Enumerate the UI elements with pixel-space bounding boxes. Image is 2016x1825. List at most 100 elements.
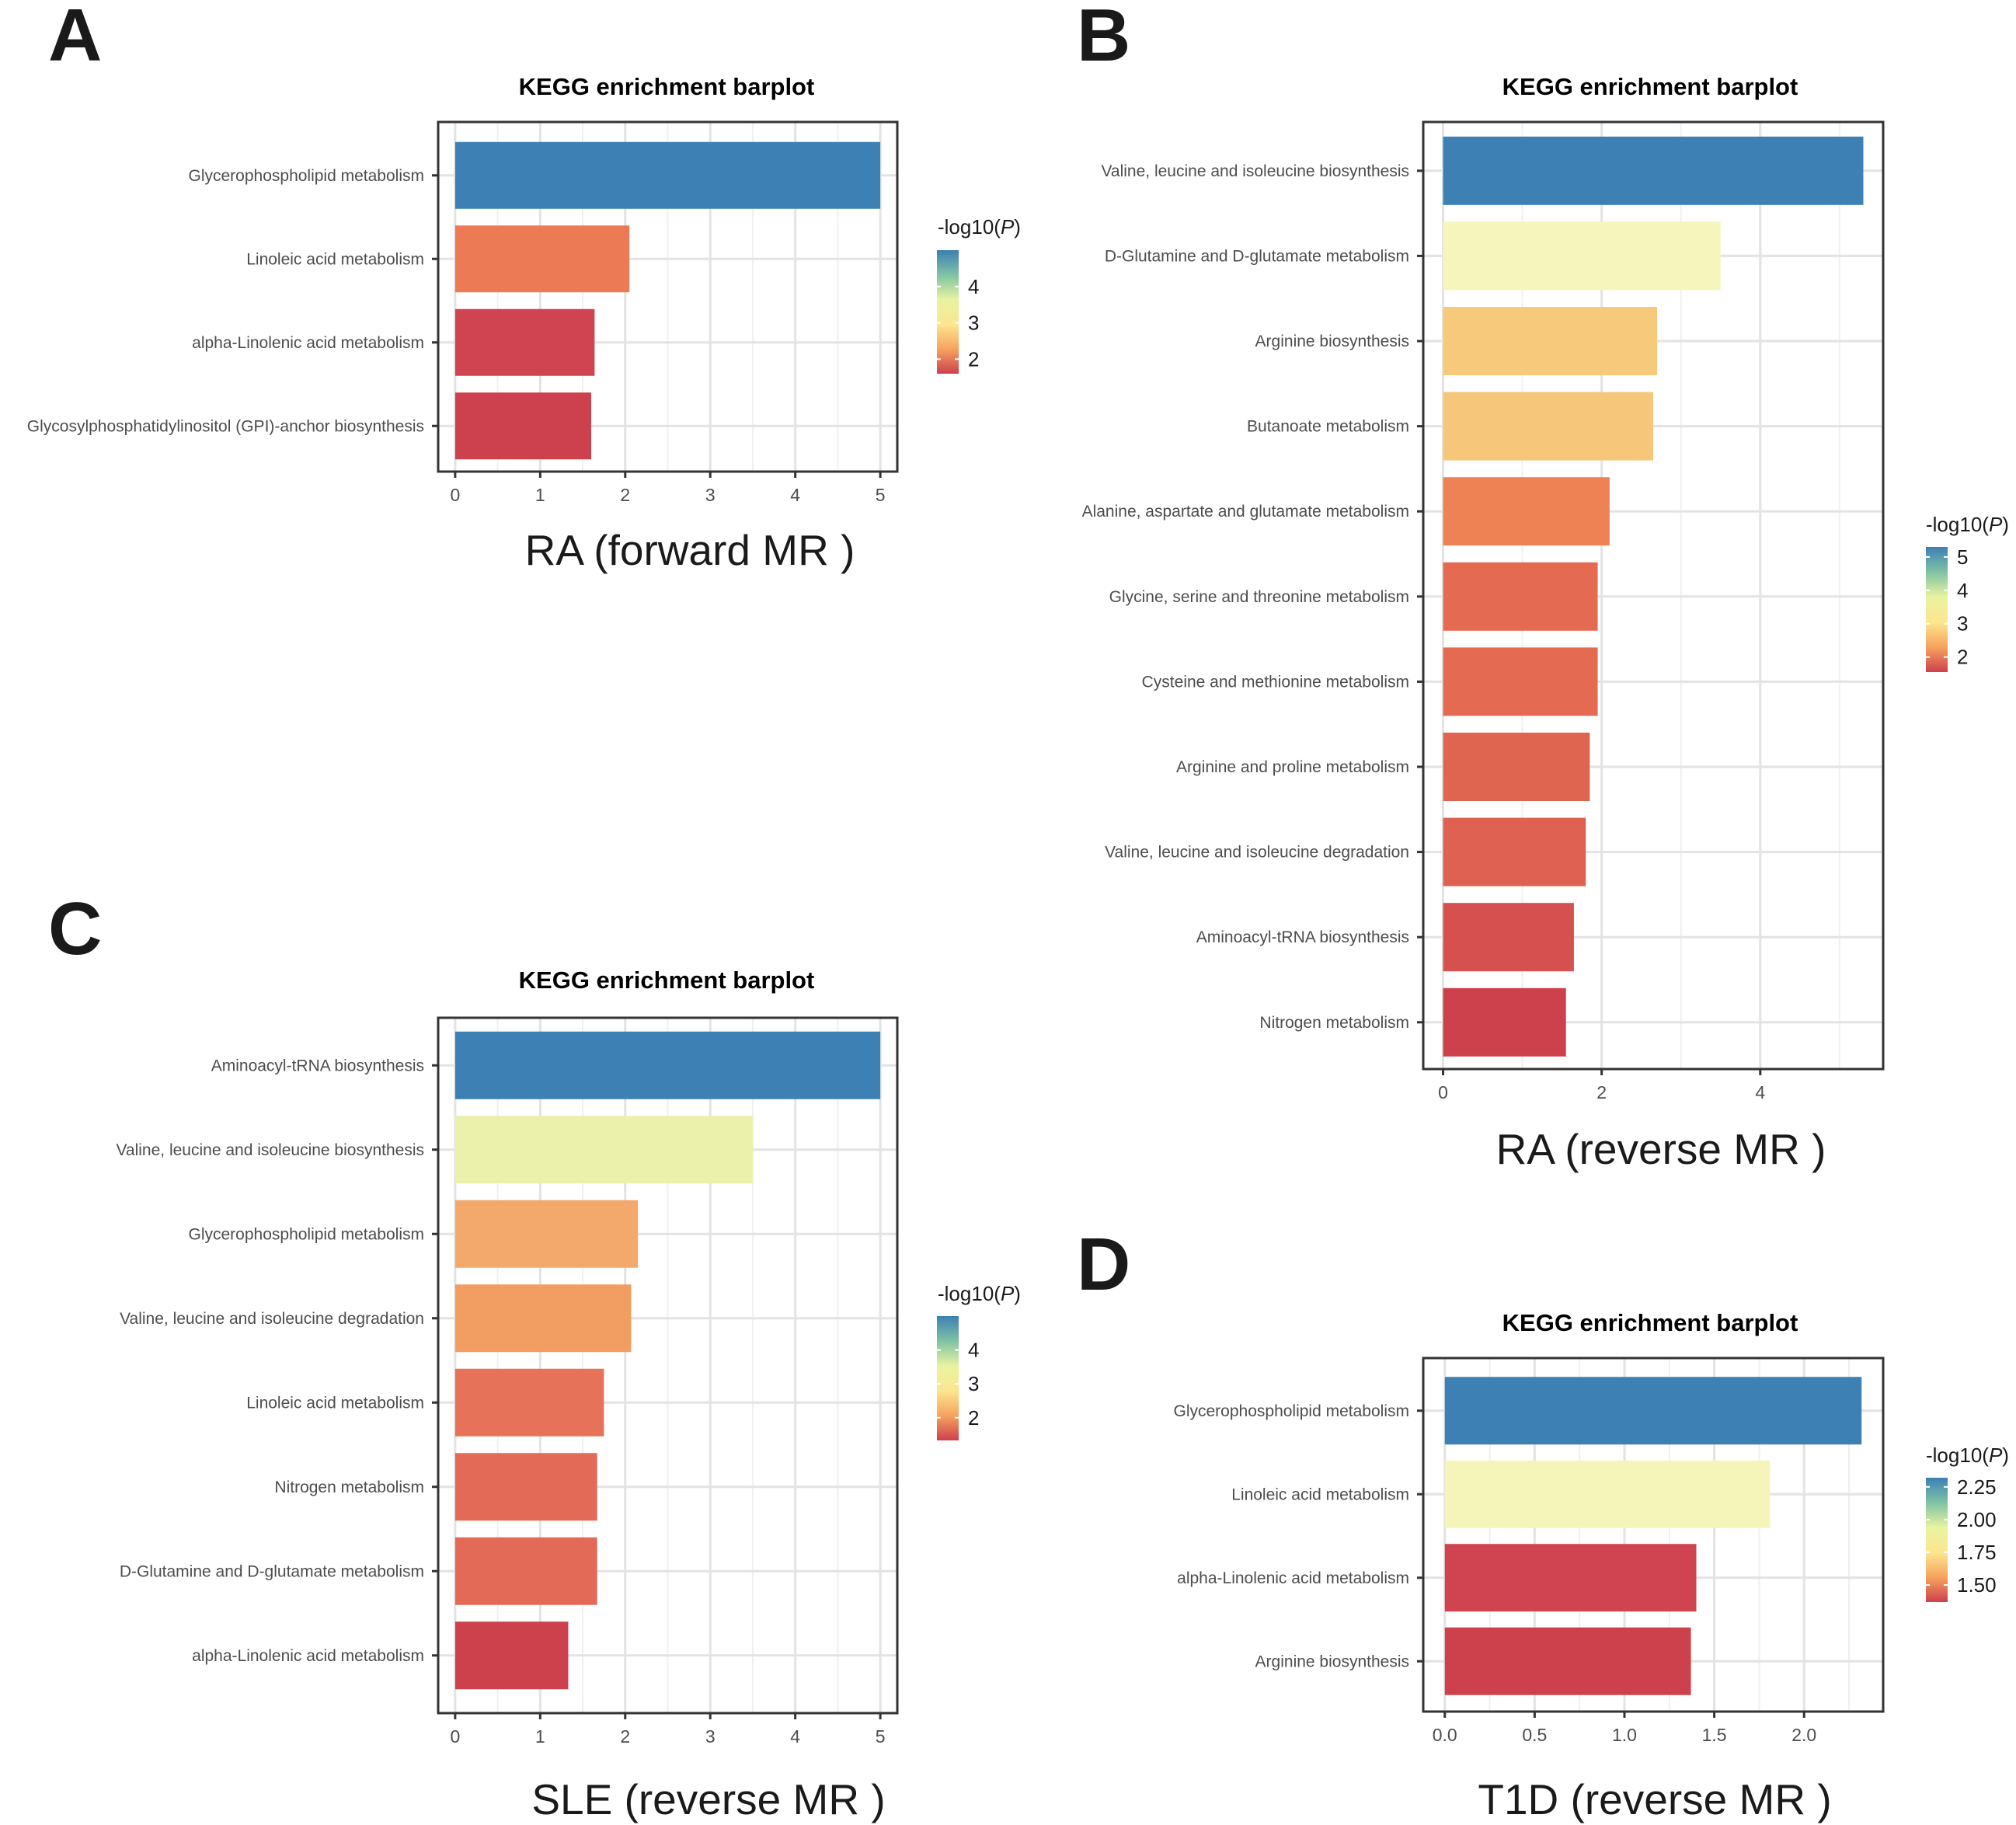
x-tick-label: 4 xyxy=(790,1726,800,1747)
x-axis-label: RA (reverse MR ) xyxy=(1496,1125,1826,1173)
bar xyxy=(454,1200,639,1268)
bar xyxy=(1443,987,1566,1057)
legend-title-suffix: ) xyxy=(2002,513,2009,536)
category-label: Arginine biosynthesis xyxy=(1255,333,1409,350)
x-tick-label: 0.0 xyxy=(1433,1725,1457,1745)
panel-letter: D xyxy=(1077,1223,1130,1306)
x-tick-label: 0 xyxy=(450,485,460,505)
x-tick-label: 2.0 xyxy=(1791,1725,1816,1745)
legend-title-suffix: ) xyxy=(1014,215,1021,239)
category-label: D-Glutamine and D-glutamate metabolism xyxy=(1105,247,1409,265)
x-tick-label: 1.0 xyxy=(1612,1725,1637,1745)
x-tick-label: 3 xyxy=(705,1726,716,1747)
category-label: Valine, leucine and isoleucine degradati… xyxy=(1105,844,1409,862)
category-label: Glycerophospholipid metabolism xyxy=(1174,1402,1410,1420)
chart-title: KEGG enrichment barplot xyxy=(1502,1309,1798,1336)
category-label: Linoleic acid metabolism xyxy=(246,1394,424,1412)
bar xyxy=(1443,392,1653,461)
bar xyxy=(454,308,595,376)
bar xyxy=(454,1368,604,1437)
bar xyxy=(1444,1377,1862,1445)
x-axis-label: SLE (reverse MR ) xyxy=(531,1775,885,1823)
panel-letter: A xyxy=(48,0,102,77)
legend-title-prefix: -log10( xyxy=(1926,513,1989,536)
color-legend: -log10(P) 4 3 2 xyxy=(937,215,1021,374)
category-label: Aminoacyl-tRNA biosynthesis xyxy=(211,1057,424,1074)
legend-tick-label: 1.75 xyxy=(1957,1541,1997,1564)
legend-title: -log10(P) xyxy=(1926,513,2009,536)
legend-tick-label: 4 xyxy=(1957,579,1968,602)
color-legend: -log10(P)2.252.001.751.50 xyxy=(1926,1444,2009,1602)
legend-colorbar xyxy=(1926,1478,1948,1602)
category-label: D-Glutamine and D-glutamate metabolism xyxy=(120,1562,424,1580)
category-label: Butanoate metabolism xyxy=(1247,418,1409,436)
chart-title: KEGG enrichment barplot xyxy=(519,73,815,100)
category-label: Arginine biosynthesis xyxy=(1255,1653,1409,1670)
bar xyxy=(454,1453,597,1521)
legend-title: -log10(P) xyxy=(938,215,1021,239)
color-legend: -log10(P) 4 3 2 xyxy=(937,1282,1021,1440)
legend-tick-label: 3 xyxy=(1957,612,1968,636)
category-label: Glycosylphosphatidylinositol (GPI)-ancho… xyxy=(27,417,424,435)
legend-title-italic: P xyxy=(1989,1444,2003,1467)
x-tick-label: 2 xyxy=(1596,1082,1607,1102)
bar xyxy=(1443,817,1586,886)
category-label: Linoleic acid metabolism xyxy=(1231,1485,1409,1503)
legend-title-suffix: ) xyxy=(2002,1444,2009,1467)
legend-tick-label: 2 xyxy=(968,347,979,371)
x-tick-label: 3 xyxy=(705,485,716,505)
x-tick-label: 2 xyxy=(620,1726,630,1747)
panel-border xyxy=(437,120,899,473)
x-axis-label: T1D (reverse MR ) xyxy=(1478,1775,1831,1823)
bar xyxy=(454,1537,597,1605)
category-label: Glycine, serine and threonine metabolism xyxy=(1109,588,1409,606)
panel-border xyxy=(1422,1357,1885,1713)
legend-tick-label: 3 xyxy=(968,1372,979,1395)
legend-title-prefix: -log10( xyxy=(1926,1444,1989,1467)
category-label: Glycerophospholipid metabolism xyxy=(189,1225,425,1243)
x-tick-label: 1 xyxy=(535,1726,545,1747)
panel-d: D KEGG enrichment barplot Glycerophospholi… xyxy=(1077,1223,2009,1823)
legend-tick-label: 4 xyxy=(968,275,979,298)
bar xyxy=(1443,733,1590,801)
category-label: Glycerophospholipid metabolism xyxy=(189,167,425,185)
legend-tick-label: 2 xyxy=(1957,646,1968,669)
legend-tick-label: 4 xyxy=(968,1339,979,1362)
category-label: Alanine, aspartate and glutamate metabol… xyxy=(1082,503,1409,521)
category-label: Nitrogen metabolism xyxy=(274,1478,424,1496)
category-label: alpha-Linolenic acid metabolism xyxy=(192,334,424,352)
bar xyxy=(454,1031,881,1099)
color-legend: -log10(P) 5 4 3 2 xyxy=(1926,513,2009,672)
panel-border xyxy=(437,1016,899,1715)
x-tick-label: 5 xyxy=(876,485,886,505)
x-tick-label: 4 xyxy=(1755,1082,1765,1102)
bar xyxy=(454,225,630,293)
category-label: Linoleic acid metabolism xyxy=(246,250,424,268)
bar xyxy=(1444,1627,1691,1695)
x-tick-label: 2 xyxy=(620,485,630,505)
bar xyxy=(1443,221,1721,291)
x-tick-label: 4 xyxy=(790,485,800,505)
category-label: Valine, leucine and isoleucine biosynthe… xyxy=(116,1141,424,1159)
category-label: Valine, leucine and isoleucine degradati… xyxy=(120,1310,424,1328)
legend-title-prefix: -log10( xyxy=(938,215,1001,239)
panel-c: C KEGG enrichment barplot Aminoacyl-tRNA b… xyxy=(48,887,1021,1823)
category-label: alpha-Linolenic acid metabolism xyxy=(192,1647,424,1665)
panel-letter: C xyxy=(48,887,102,970)
legend-tick-label: 2.25 xyxy=(1957,1475,1997,1499)
category-label: Nitrogen metabolism xyxy=(1259,1014,1409,1032)
chart-title: KEGG enrichment barplot xyxy=(1502,73,1798,100)
bar xyxy=(1443,647,1598,716)
chart-title: KEGG enrichment barplot xyxy=(519,966,815,994)
x-tick-label: 0 xyxy=(450,1726,460,1747)
legend-tick-label: 1.50 xyxy=(1957,1573,1997,1597)
x-tick-label: 5 xyxy=(876,1726,886,1747)
bar xyxy=(454,1284,632,1353)
panel-a: A KEGG enrichment barplot Glycerophospholi… xyxy=(27,0,1021,574)
bar xyxy=(454,392,591,460)
panel-letter: B xyxy=(1077,0,1130,77)
bar xyxy=(1443,903,1574,972)
legend-tick-label: 5 xyxy=(1957,545,1968,569)
x-tick-label: 1.5 xyxy=(1702,1725,1727,1745)
